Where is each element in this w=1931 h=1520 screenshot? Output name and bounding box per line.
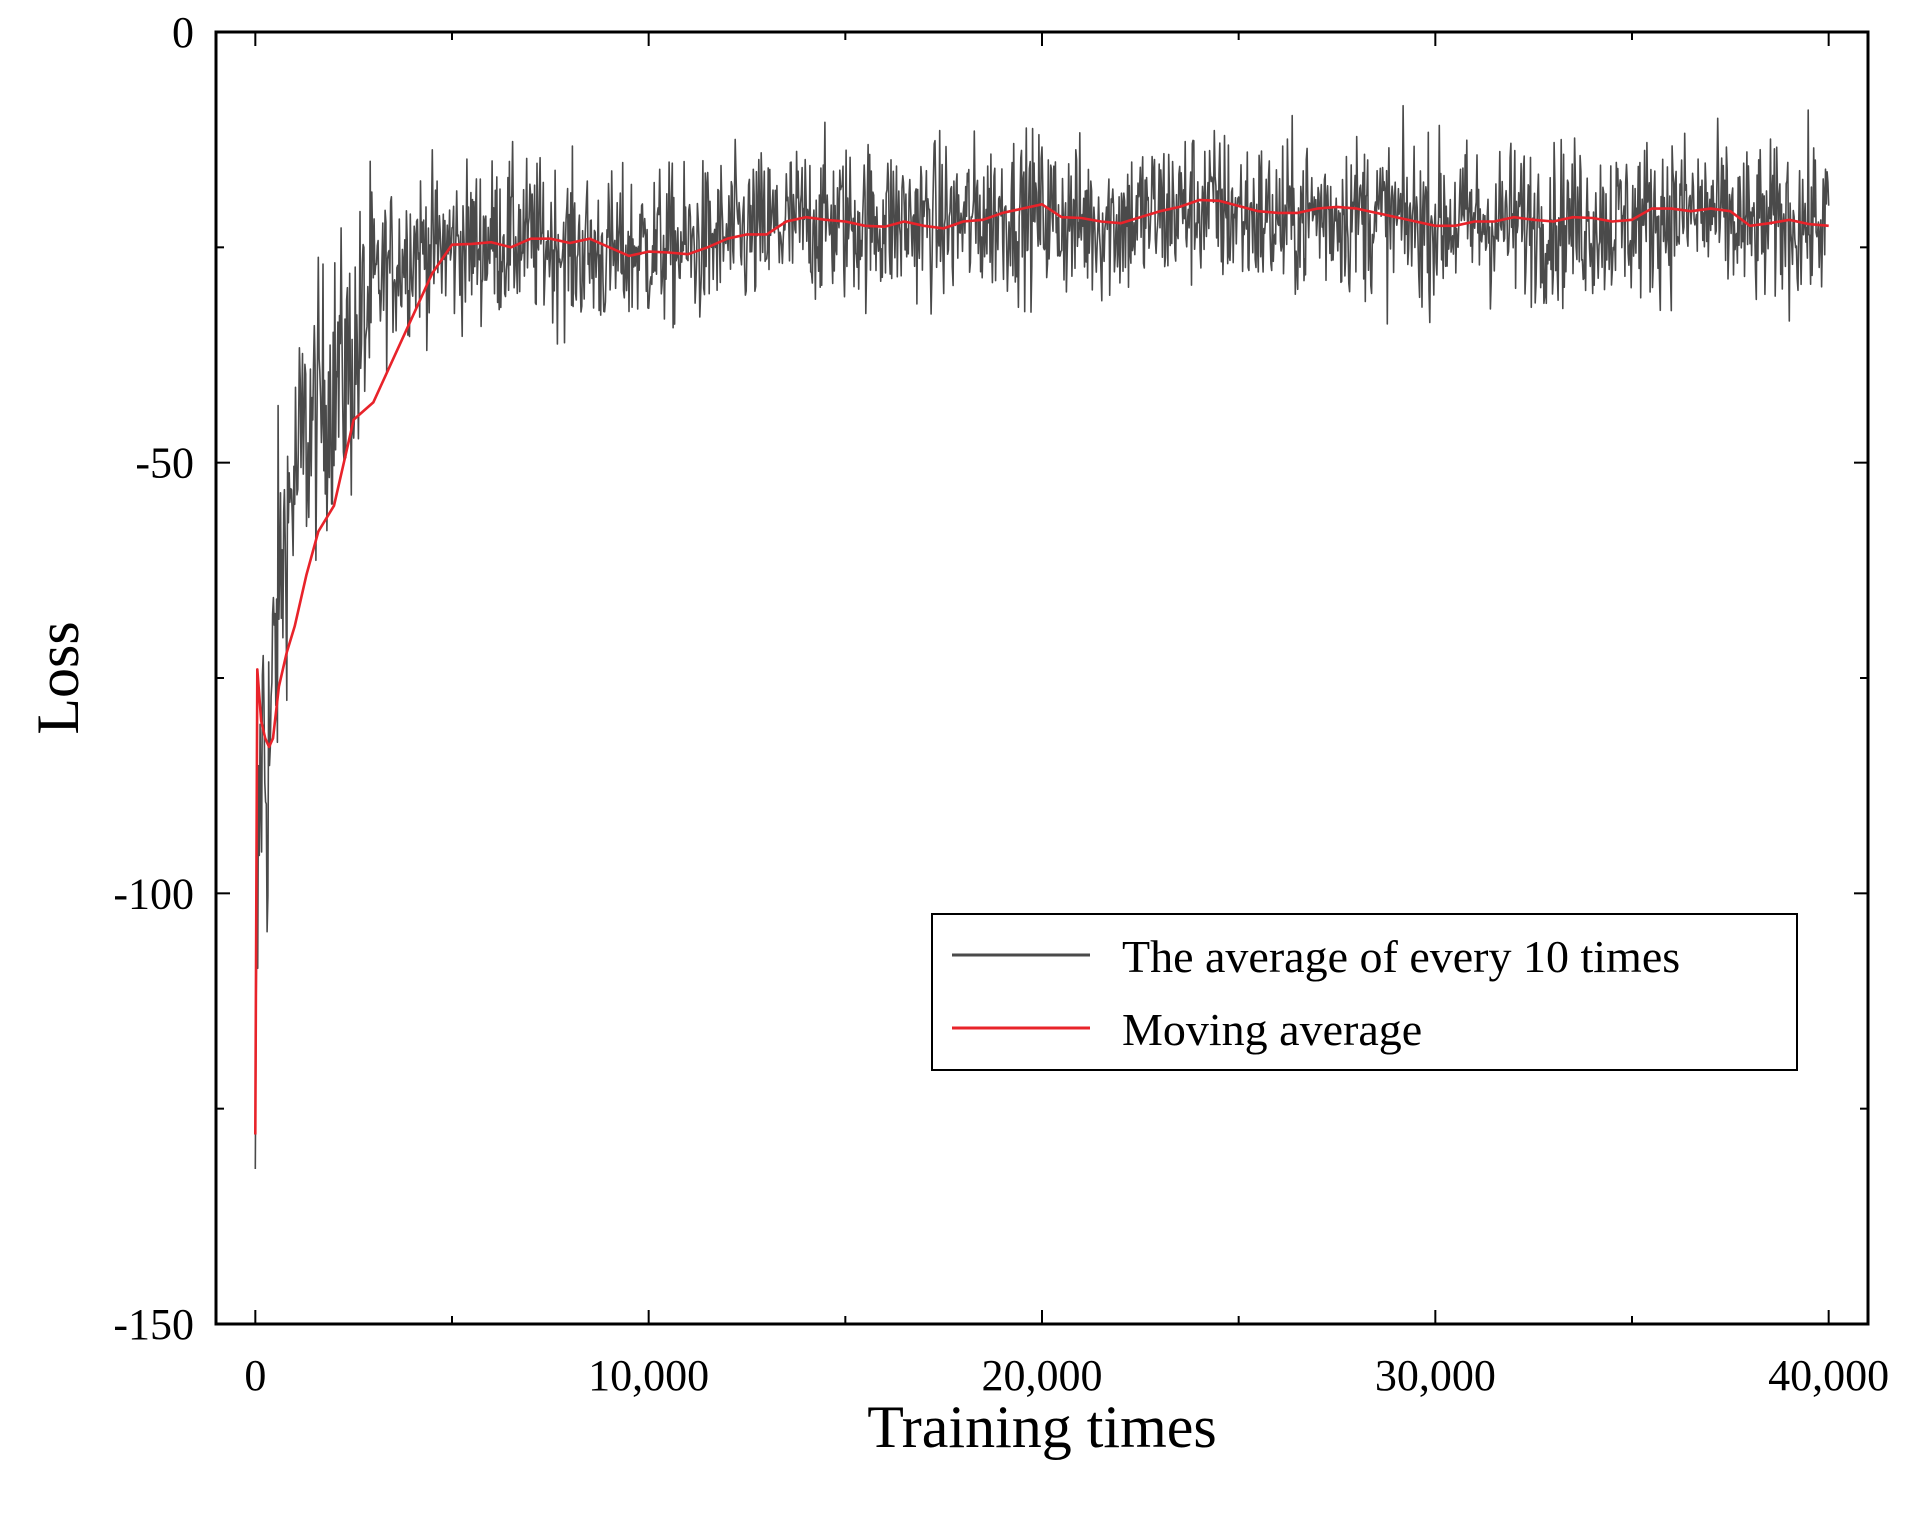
y-tick-label: -150 <box>113 1300 194 1349</box>
x-axis-title: Training times <box>867 1394 1216 1460</box>
y-tick-label: -50 <box>135 439 194 488</box>
series-moving-average-line <box>254 198 1829 1135</box>
x-tick-label: 10,000 <box>588 1351 709 1400</box>
y-axis-title: Loss <box>25 621 91 734</box>
x-axis: 0 10,000 20,000 30,000 40,000 <box>244 32 1889 1400</box>
x-tick-label: 40,000 <box>1768 1351 1889 1400</box>
series-average-every-10-line <box>254 104 1830 1170</box>
legend-box <box>931 913 1798 1071</box>
x-tick-label: 30,000 <box>1375 1351 1496 1400</box>
legend-label-average-every-10: The average of every 10 times <box>1122 931 1680 982</box>
legend-label-moving-average: Moving average <box>1122 1004 1422 1055</box>
legend: The average of every 10 times Moving ave… <box>931 913 1798 1071</box>
x-tick-label: 20,000 <box>982 1351 1103 1400</box>
y-tick-label: -100 <box>113 869 194 918</box>
x-tick-label: 0 <box>244 1351 266 1400</box>
y-tick-label: 0 <box>172 8 194 57</box>
y-axis: 0 -50 -100 -150 <box>113 8 1868 1349</box>
series-layer <box>254 104 1830 1170</box>
